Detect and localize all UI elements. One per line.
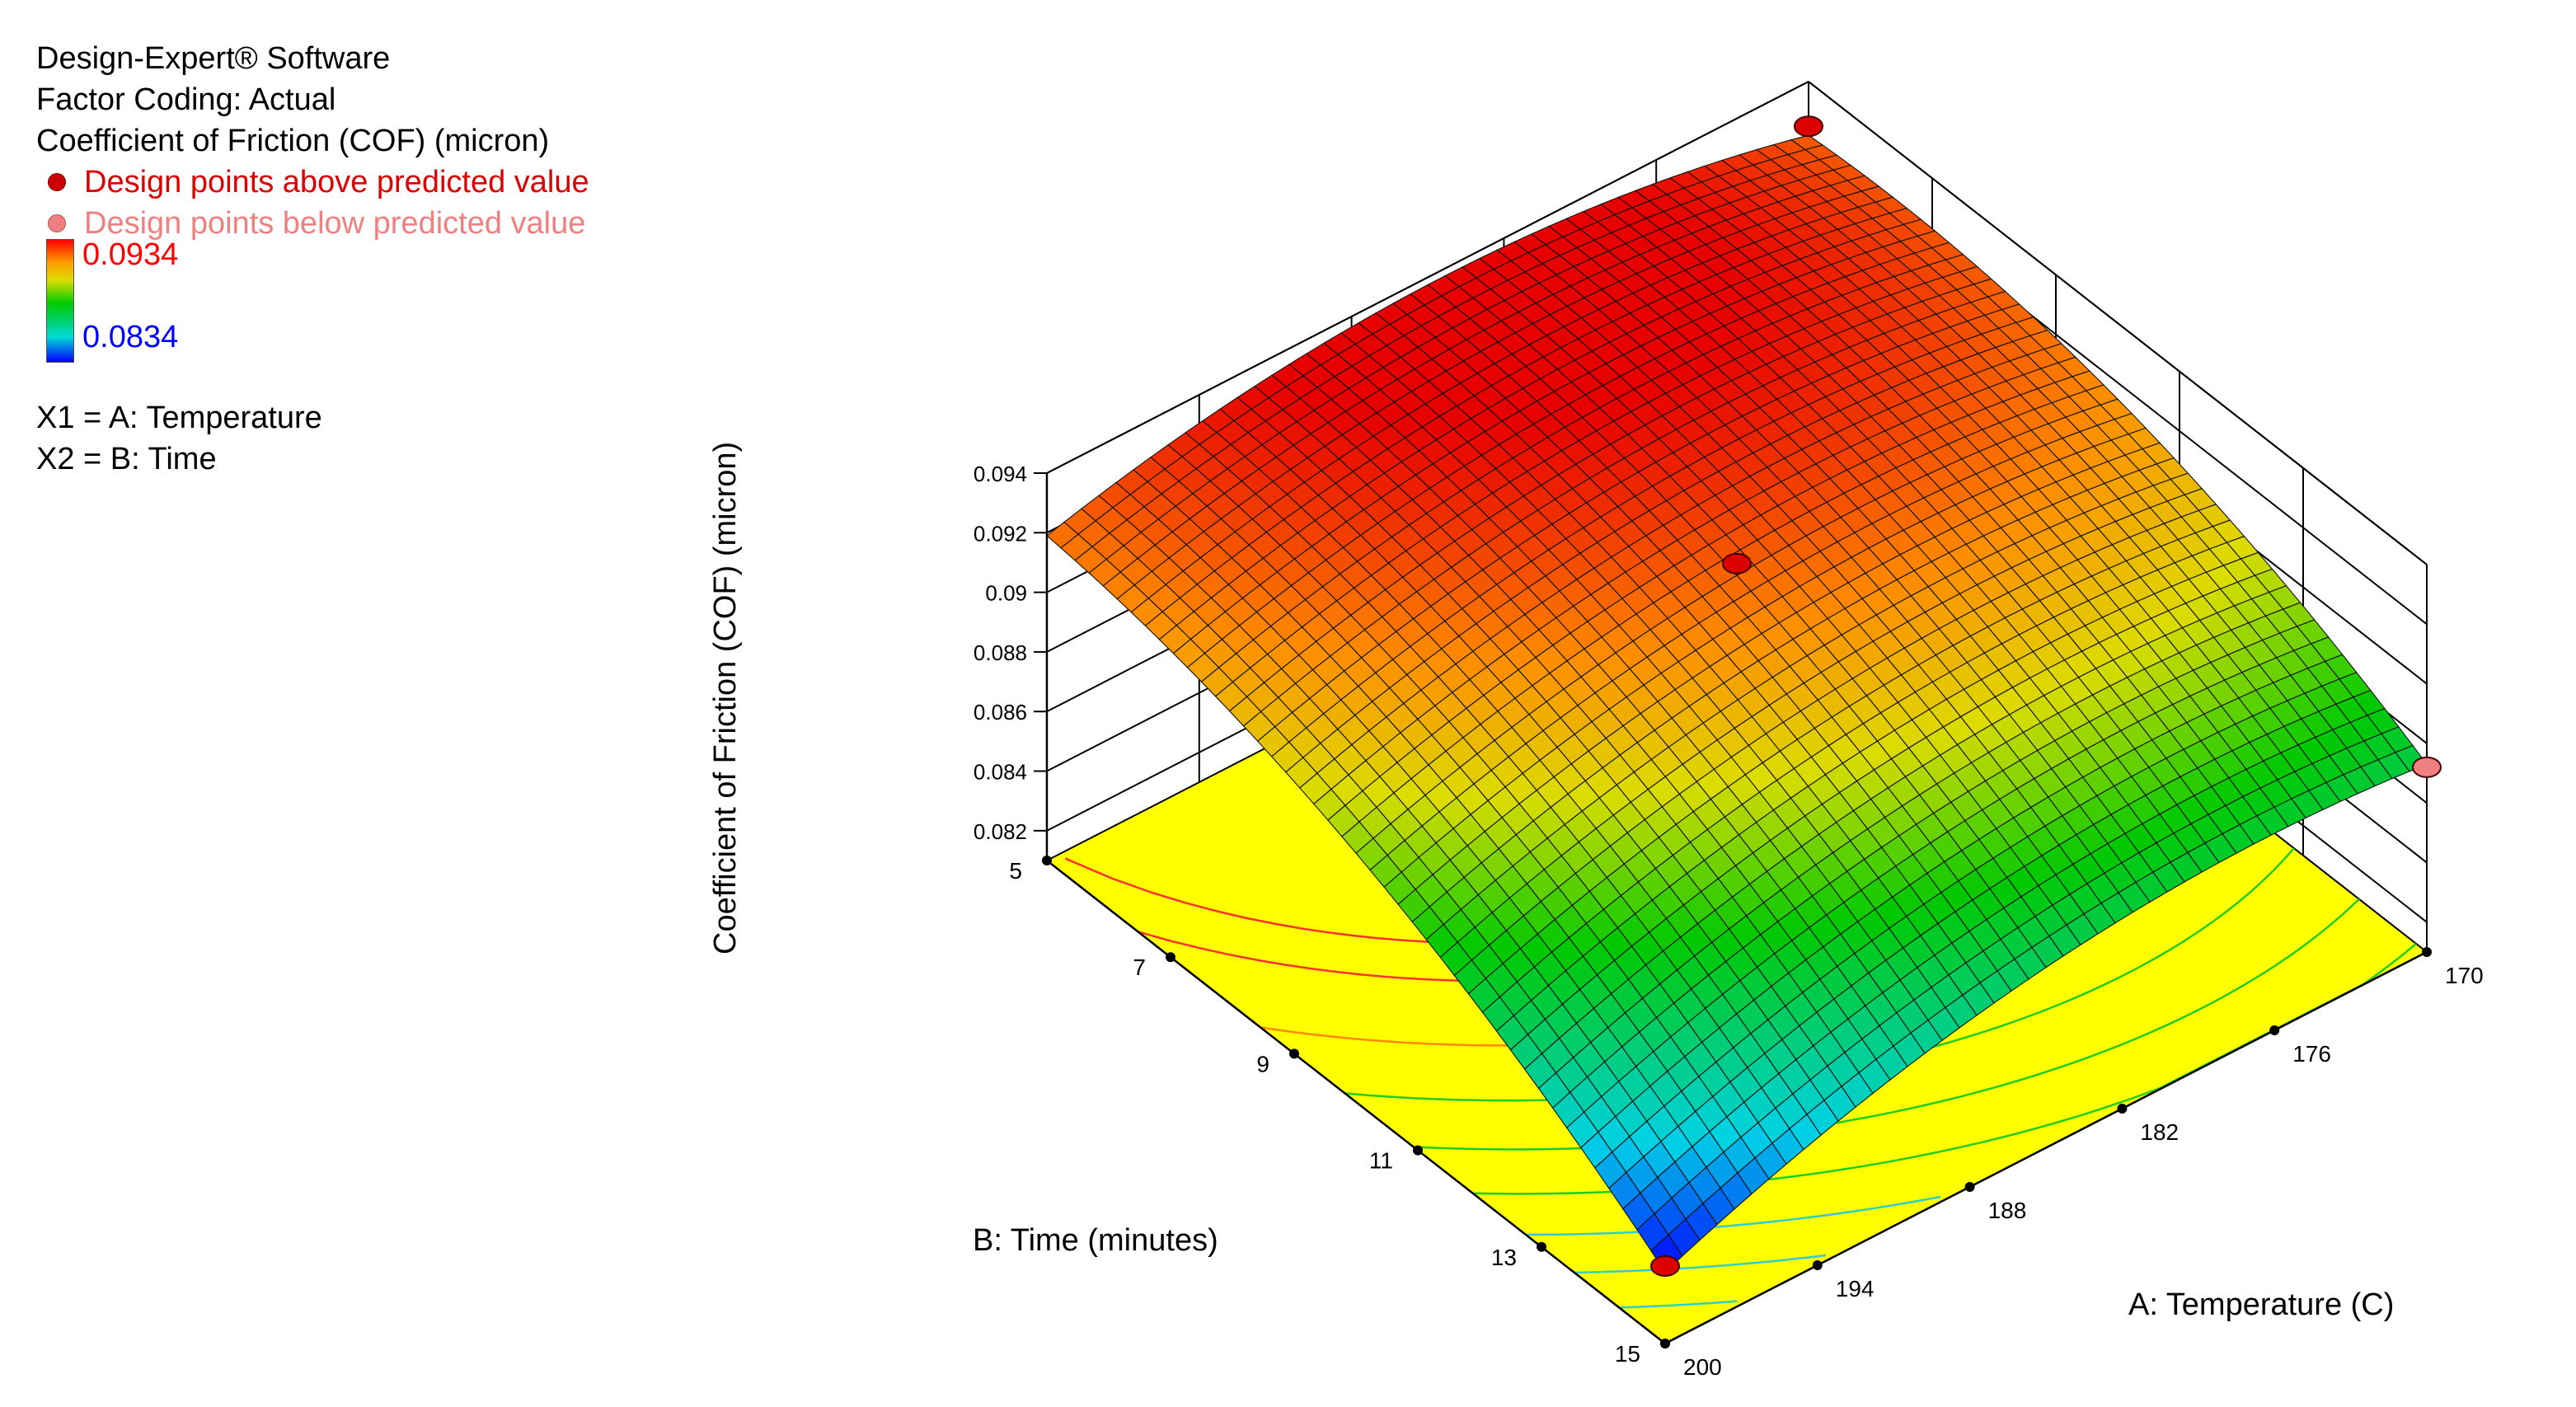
below-point-icon [48,214,66,232]
design-point [1722,552,1752,575]
points-below-label: Design points below predicted value [84,206,586,241]
y-tick-mark [1660,1339,1670,1348]
z-axis-label: Coefficient of Friction (COF) (micron) [708,442,743,954]
z-tick-label: 0.094 [974,462,1027,486]
legend: Design-Expert® Software Factor Coding: A… [36,38,589,244]
y-tick-mark [1289,1048,1299,1059]
x-axis-label: A: Temperature (C) [2128,1287,2394,1322]
colorbar-max-label: 0.0934 [82,237,179,272]
x-tick-label: 176 [2292,1041,2331,1067]
legend-below-row: Design points below predicted value [36,203,589,244]
y-tick-mark [1413,1145,1423,1156]
z-tick-label: 0.088 [974,640,1027,665]
x-tick-mark [1964,1182,1975,1192]
x-tick-label: 200 [1683,1354,1722,1380]
x-tick-mark [1812,1260,1823,1270]
y-tick-label: 9 [1256,1051,1269,1076]
z-tick-label: 0.09 [985,581,1027,606]
x-tick-mark [2117,1104,2128,1114]
y-tick-label: 7 [1133,954,1146,980]
x-tick-label: 188 [1988,1198,2027,1223]
design-points [1650,115,2442,1277]
design-point [1794,115,1823,138]
box-edge [1808,81,2428,565]
y-tick-mark [1042,856,1052,865]
x-tick-label: 194 [1836,1276,1875,1301]
software-name: Design-Expert® Software [36,41,391,76]
response-surface [1046,134,2428,1273]
legend-above-row: Design points above predicted value [36,162,589,203]
floor-contour-line [1619,1300,1738,1309]
axis-line [1664,950,2428,1345]
x-tick-mark [2422,947,2432,957]
floor-contour-line [1526,1195,1941,1236]
x-tick-mark [2269,1025,2280,1035]
y-axis-label: B: Time (minutes) [973,1223,1218,1258]
axes: 170 176 182 188 194 200 5 7 9 11 13 15 0.082 0.084 0.0… [974,462,2484,1380]
y-tick-label: 11 [1369,1148,1393,1174]
y-tick-label: 13 [1491,1245,1517,1270]
factor-coding: Factor Coding: Actual [36,82,336,117]
x2-definition: X2 = B: Time [36,442,217,476]
x-tick-label: 182 [2140,1119,2179,1145]
z-tick-label: 0.092 [974,521,1027,546]
above-point-icon [48,173,66,191]
points-above-label: Design points above predicted value [84,165,589,199]
floor-contour-line [1574,1254,1827,1274]
y-tick-label: 5 [1009,858,1022,884]
y-tick-label: 15 [1615,1341,1640,1367]
axis-line [1046,860,1666,1344]
x1-definition: X1 = A: Temperature [36,401,322,435]
z-tick-label: 0.084 [974,760,1027,785]
z-tick-label: 0.086 [974,700,1027,725]
design-point [1650,1255,1680,1277]
y-tick-mark [1537,1241,1546,1252]
variable-key: X1 = A: Temperature X2 = B: Time [36,397,322,480]
design-point [2412,756,2442,778]
colorbar [46,239,74,363]
box-edge [1046,81,1809,474]
colorbar-min-label: 0.0834 [82,320,179,354]
y-tick-mark [1166,952,1175,963]
x-tick-label: 170 [2445,963,2484,988]
z-tick-label: 0.082 [974,819,1027,844]
response-name: Coefficient of Friction (COF) (micron) [36,124,550,158]
